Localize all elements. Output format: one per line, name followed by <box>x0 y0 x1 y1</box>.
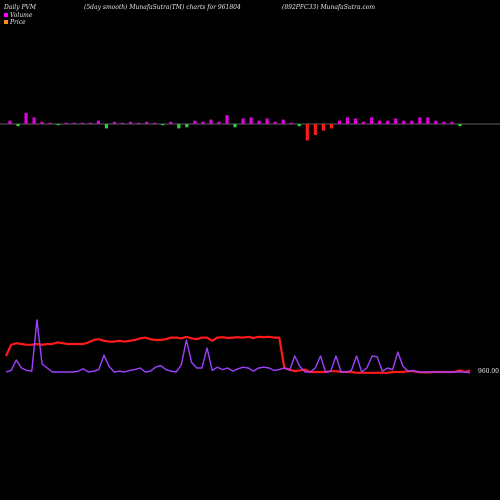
volume-bar <box>169 121 173 124</box>
volume-bars <box>8 113 462 141</box>
price-label: 960.00 <box>478 368 499 375</box>
header-left: Daily PVM <box>3 4 37 11</box>
volume-bar <box>289 122 293 124</box>
price-line <box>5 335 471 374</box>
volume-bar <box>394 118 398 124</box>
price-volume-lines <box>5 319 471 374</box>
volume-line <box>5 319 471 374</box>
volume-bar <box>337 120 342 124</box>
volume-bar <box>386 120 390 124</box>
volume-bar <box>321 124 325 131</box>
volume-bar <box>241 118 245 124</box>
volume-bar <box>40 121 44 124</box>
volume-bar <box>88 122 92 124</box>
volume-bar <box>249 117 253 124</box>
volume-bar <box>185 124 189 128</box>
volume-bar <box>72 122 76 124</box>
volume-bar <box>104 124 109 129</box>
volume-bar <box>273 121 277 124</box>
volume-bar <box>48 122 52 124</box>
volume-bar <box>233 124 237 128</box>
volume-bar <box>120 122 125 124</box>
volume-bar <box>426 117 430 124</box>
volume-bar <box>434 120 438 124</box>
volume-bar <box>361 121 366 124</box>
volume-bar <box>112 121 117 124</box>
volume-bar <box>370 117 374 124</box>
volume-bar <box>418 117 422 124</box>
volume-bar <box>345 117 350 124</box>
volume-bar <box>201 121 205 124</box>
volume-bar <box>8 120 12 124</box>
volume-bar <box>56 124 60 126</box>
volume-bar <box>80 122 84 124</box>
header-middle: (5day smooth) MunafaSutra(TM) charts for… <box>84 4 241 11</box>
volume-bar <box>402 120 406 124</box>
volume-bar <box>442 121 446 124</box>
volume-bar <box>32 117 36 124</box>
volume-bar <box>217 121 221 124</box>
volume-bar <box>257 120 261 124</box>
volume-bar <box>177 124 181 129</box>
volume-bar <box>16 124 20 127</box>
volume-bar <box>281 119 285 124</box>
volume-bar <box>313 124 317 135</box>
legend: Volume Price <box>4 12 33 26</box>
volume-bar <box>305 124 309 141</box>
volume-bar <box>136 122 141 124</box>
volume-bar <box>353 118 358 124</box>
volume-bar <box>265 118 269 124</box>
volume-bar <box>329 124 334 129</box>
volume-bar <box>297 124 301 127</box>
volume-bar <box>193 120 197 124</box>
volume-bar <box>450 121 454 124</box>
volume-bar <box>225 115 229 124</box>
volume-bar <box>458 124 462 127</box>
volume-bar <box>96 120 100 124</box>
header-right: (892PFC33) MunafaSutra.com <box>282 4 375 11</box>
volume-bar <box>145 121 149 124</box>
legend-volume-swatch <box>4 13 8 17</box>
volume-bar <box>64 122 68 124</box>
volume-bar <box>128 121 133 124</box>
volume-bar <box>24 113 28 124</box>
volume-bar <box>209 119 213 124</box>
legend-price-swatch <box>4 20 8 24</box>
legend-volume-label: Volume <box>10 12 33 19</box>
volume-bar <box>161 124 165 126</box>
volume-bar <box>410 120 414 124</box>
volume-bar <box>153 122 157 124</box>
volume-bar <box>378 120 382 124</box>
legend-price-label: Price <box>9 19 26 26</box>
